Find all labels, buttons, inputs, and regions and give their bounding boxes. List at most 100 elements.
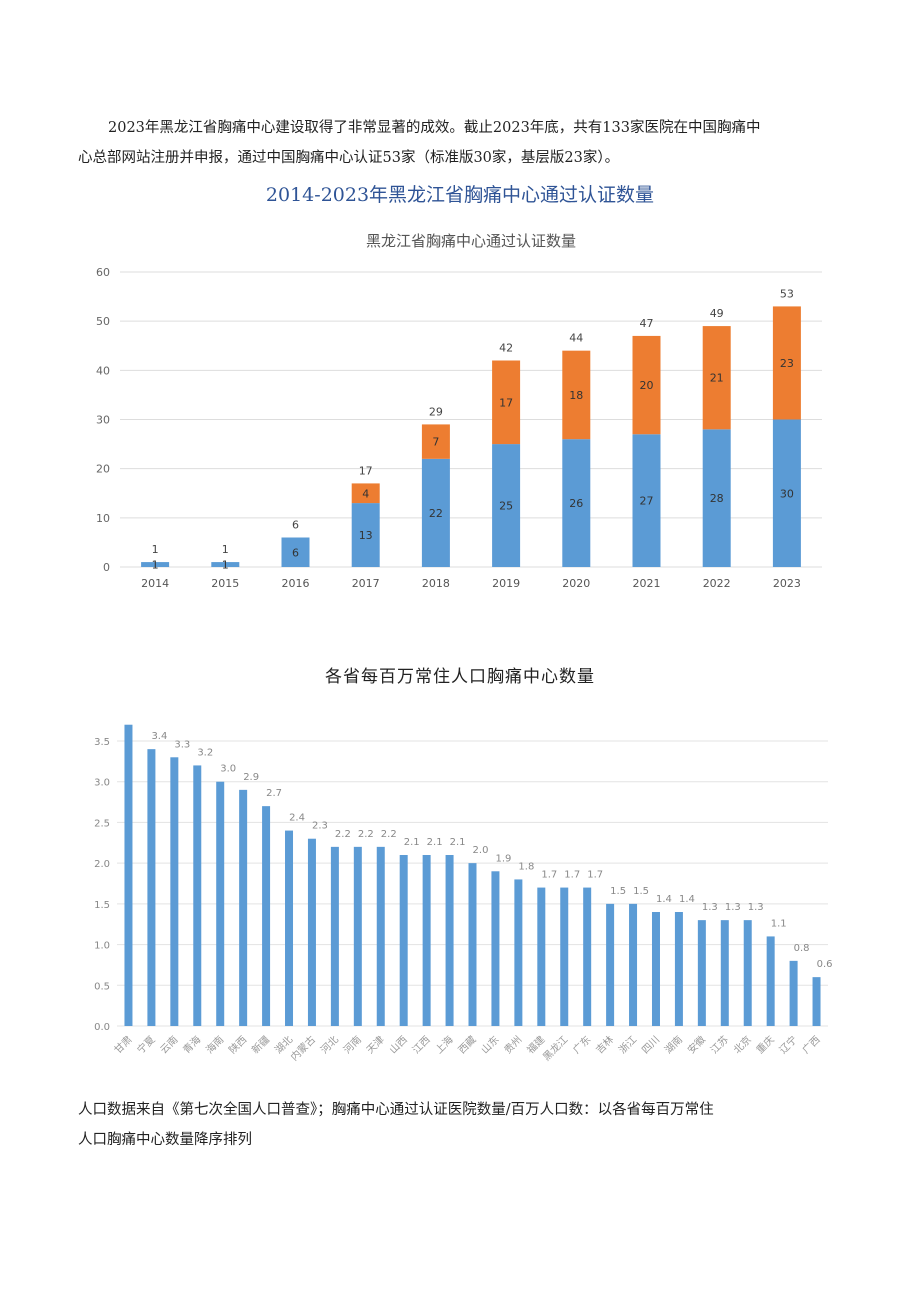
bar: [353, 846, 362, 1026]
bar: [789, 960, 798, 1026]
x-tick-label: 甘肃: [111, 1033, 134, 1056]
data-label: 1.7: [587, 870, 603, 881]
bar: [743, 920, 752, 1026]
x-tick-label: 河南: [341, 1033, 364, 1056]
bar: [468, 863, 477, 1026]
bar: [330, 846, 339, 1026]
bar-segment: [632, 335, 661, 435]
y-tick-label: 0: [103, 561, 110, 574]
bar-segment: [562, 350, 591, 440]
intro-line-1: 2023年黑龙江省胸痛中心建设取得了非常显著的成效。截止2023年底，共有133…: [108, 120, 761, 136]
intro-paragraph: 2023年黑龙江省胸痛中心建设取得了非常显著的成效。截止2023年底，共有133…: [78, 113, 848, 173]
bar-segment: [772, 306, 801, 420]
y-tick-label: 2.5: [94, 818, 110, 829]
bar-segment: [772, 419, 801, 567]
bar: [720, 920, 729, 1026]
y-tick-label: 1.5: [94, 900, 110, 911]
y-tick-label: 40: [96, 364, 110, 377]
x-tick-label: 2015: [211, 577, 239, 590]
x-tick-label: 黑龙江: [540, 1033, 570, 1063]
data-label: 2.1: [450, 837, 466, 848]
x-tick-label: 2022: [703, 577, 731, 590]
bar-segment: [351, 503, 380, 567]
y-tick-label: 20: [96, 463, 110, 476]
y-tick-label: 60: [96, 266, 110, 279]
bar: [170, 757, 179, 1026]
segment-label: 4: [362, 487, 369, 500]
bar: [606, 903, 615, 1026]
x-tick-label: 青海: [180, 1033, 203, 1056]
data-label: 3.2: [197, 747, 213, 758]
segment-label: 26: [569, 497, 583, 510]
y-tick-label: 10: [96, 512, 110, 525]
data-label: 2.2: [358, 829, 374, 840]
data-label: 1.1: [771, 918, 787, 929]
total-label: 53: [780, 287, 794, 300]
bar: [629, 903, 638, 1026]
x-tick-label: 广东: [570, 1033, 593, 1056]
data-label: 1.3: [725, 902, 741, 913]
x-tick-label: 江西: [410, 1034, 433, 1057]
bar: [697, 920, 706, 1026]
bar: [537, 887, 546, 1026]
bar: [812, 977, 821, 1026]
segment-label: 23: [780, 357, 794, 370]
x-tick-label: 安徽: [685, 1033, 708, 1056]
x-tick-label: 宁夏: [134, 1033, 157, 1056]
data-label: 2.2: [335, 829, 351, 840]
bar: [239, 789, 248, 1026]
bar-segment: [702, 429, 731, 567]
x-tick-label: 2016: [282, 577, 310, 590]
bar: [124, 724, 133, 1026]
total-label: 1: [152, 543, 159, 556]
chart-title: 黑龙江省胸痛中心通过认证数量: [366, 232, 576, 250]
segment-label: 17: [499, 396, 513, 409]
total-label: 42: [499, 342, 513, 355]
data-label: 2.9: [243, 772, 259, 783]
total-label: 49: [710, 307, 724, 320]
y-tick-label: 3.0: [94, 778, 110, 789]
intro-line-2: 心总部网站注册并申报，通过中国胸痛中心认证53家（标准版30家，基层版23家）。: [78, 150, 620, 166]
x-tick-label: 2020: [562, 577, 590, 590]
y-tick-label: 3.5: [94, 737, 110, 748]
data-label: 0.6: [817, 959, 833, 970]
bar: [491, 871, 500, 1026]
segment-label: 27: [640, 495, 654, 508]
x-tick-label: 陕西: [226, 1033, 249, 1056]
chart2-heading: 各省每百万常住人口胸痛中心数量: [325, 667, 595, 687]
bar: [651, 912, 660, 1026]
x-tick-label: 河北: [318, 1034, 341, 1057]
x-tick-label: 重庆: [753, 1033, 776, 1056]
bar: [560, 887, 569, 1026]
bar: [399, 855, 408, 1026]
segment-label: 6: [292, 546, 299, 559]
bar-segment: [141, 562, 170, 567]
bar-segment: [562, 439, 591, 567]
x-tick-label: 贵州: [501, 1033, 524, 1056]
x-tick-label: 山西: [387, 1034, 410, 1057]
bar: [766, 936, 775, 1026]
total-label: 1: [222, 543, 229, 556]
data-label: 1.5: [633, 886, 649, 897]
x-tick-label: 天津: [364, 1034, 387, 1057]
segment-label: 7: [432, 436, 439, 449]
section-heading: 2014-2023年黑龙江省胸痛中心通过认证数量: [265, 184, 655, 206]
bar: [422, 855, 431, 1026]
x-tick-label: 海南: [203, 1033, 226, 1056]
bar: [285, 830, 294, 1026]
data-label: 3.4: [151, 731, 167, 742]
bar-segment: [211, 562, 240, 567]
footer-line-1: 人口数据来自《第七次全国人口普查》；胸痛中心通过认证医院数量/百万人口数：以各省…: [78, 1102, 714, 1118]
x-tick-label: 北京: [731, 1033, 754, 1056]
y-tick-label: 2.0: [94, 859, 110, 870]
bar: [216, 781, 225, 1026]
x-tick-label: 江苏: [708, 1033, 731, 1056]
segment-label: 25: [499, 500, 513, 513]
data-label: 1.7: [541, 870, 557, 881]
bar-segment: [421, 458, 450, 567]
segment-label: 18: [569, 389, 583, 402]
bar: [307, 838, 316, 1026]
data-label: 1.8: [518, 861, 534, 872]
y-tick-label: 50: [96, 315, 110, 328]
